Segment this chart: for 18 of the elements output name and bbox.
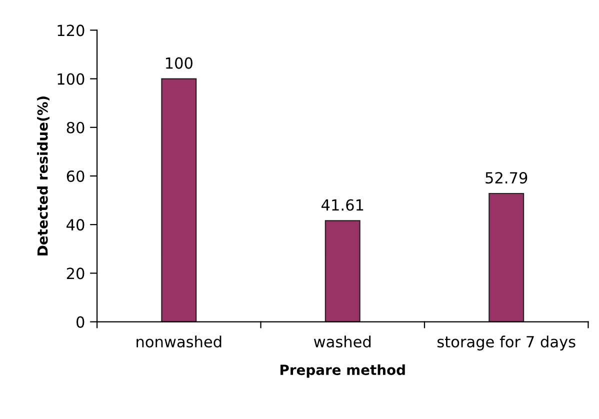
x-axis-title: Prepare method (280, 364, 405, 378)
bar (488, 192, 524, 322)
x-tick-label: washed (314, 336, 371, 348)
y-tick-label: 20 (66, 268, 84, 280)
y-tick-label: 0 (76, 316, 84, 328)
y-tick-label: 60 (66, 170, 84, 182)
y-tick-label: 40 (66, 219, 84, 231)
x-tick-label: nonwashed (136, 336, 222, 348)
x-tick-label: storage for 7 days (437, 336, 576, 350)
y-tick-label: 120 (58, 24, 84, 36)
data-label: 41.61 (322, 199, 364, 211)
y-tick-label: 100 (58, 73, 84, 85)
data-label: 52.79 (486, 172, 528, 184)
data-label: 100 (166, 57, 192, 69)
y-tick-label: 80 (66, 122, 84, 134)
bar (161, 78, 197, 322)
bar (324, 220, 360, 322)
y-axis-title: Detected residue(%) (37, 96, 50, 256)
